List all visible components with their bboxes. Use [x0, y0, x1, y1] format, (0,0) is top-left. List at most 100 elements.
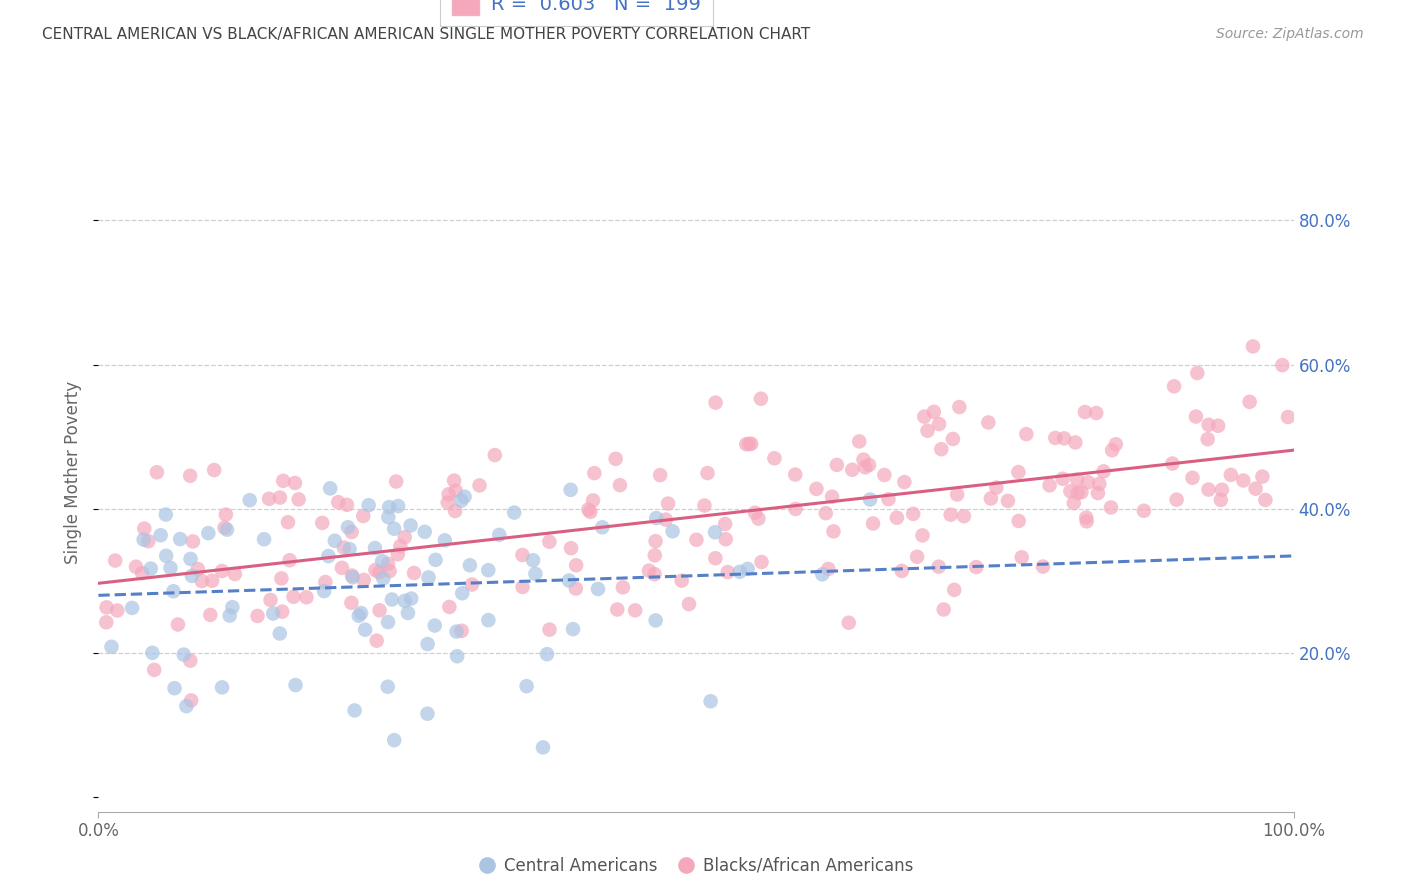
Point	[1197, 432, 1219, 446]
Point	[311, 516, 333, 530]
Point	[444, 483, 467, 498]
Point	[378, 564, 401, 578]
Point	[1181, 471, 1204, 485]
Point	[215, 523, 238, 537]
Point	[1066, 473, 1088, 487]
Point	[333, 541, 356, 555]
Point	[1045, 431, 1067, 445]
Point	[418, 570, 440, 584]
Point	[1015, 427, 1038, 442]
Point	[538, 534, 561, 549]
Point	[257, 491, 280, 506]
Point	[704, 395, 727, 409]
Point	[986, 481, 1008, 495]
Point	[877, 492, 900, 507]
Point	[606, 602, 628, 616]
Point	[763, 451, 786, 466]
Point	[96, 600, 118, 615]
Point	[735, 437, 758, 451]
Point	[336, 498, 359, 512]
Text: CENTRAL AMERICAN VS BLACK/AFRICAN AMERICAN SINGLE MOTHER POVERTY CORRELATION CHA: CENTRAL AMERICAN VS BLACK/AFRICAN AMERIC…	[42, 27, 810, 42]
Point	[671, 574, 693, 588]
Point	[928, 559, 950, 574]
Point	[143, 663, 166, 677]
Point	[159, 561, 181, 575]
Point	[693, 499, 716, 513]
Point	[817, 562, 839, 576]
Point	[336, 520, 359, 534]
Point	[366, 633, 388, 648]
Point	[591, 520, 613, 534]
Point	[357, 498, 380, 512]
Point	[1206, 418, 1229, 433]
Point	[394, 530, 416, 544]
Point	[1032, 559, 1054, 574]
Point	[461, 577, 484, 591]
Point	[1198, 417, 1220, 432]
Point	[1070, 485, 1092, 500]
Point	[747, 511, 769, 525]
Point	[339, 542, 361, 557]
Point	[1254, 492, 1277, 507]
Point	[389, 539, 412, 553]
Point	[650, 468, 672, 483]
Point	[239, 493, 262, 508]
Point	[271, 474, 294, 488]
Point	[946, 487, 969, 501]
Point	[399, 518, 422, 533]
Point	[269, 491, 291, 505]
Point	[187, 562, 209, 576]
Point	[259, 593, 281, 607]
Point	[1039, 478, 1062, 492]
Point	[382, 522, 405, 536]
Point	[785, 502, 807, 516]
Point	[538, 623, 561, 637]
Point	[451, 586, 474, 600]
Point	[1209, 492, 1232, 507]
Point	[364, 563, 387, 577]
Point	[1085, 406, 1108, 420]
Point	[785, 467, 807, 482]
Point	[439, 599, 461, 614]
Point	[1099, 500, 1122, 515]
Point	[704, 525, 727, 540]
Point	[221, 600, 243, 615]
Point	[373, 571, 395, 585]
Point	[928, 417, 950, 431]
Point	[139, 561, 162, 575]
Point	[132, 533, 155, 547]
Point	[1251, 469, 1274, 483]
Point	[562, 622, 585, 636]
Point	[749, 392, 772, 406]
Point	[105, 603, 128, 617]
Point	[352, 509, 374, 524]
Point	[644, 549, 666, 563]
Point	[586, 582, 609, 596]
Point	[402, 566, 425, 580]
Point	[377, 615, 399, 629]
Point	[314, 584, 336, 599]
Point	[477, 613, 499, 627]
Point	[838, 615, 860, 630]
Point	[443, 474, 465, 488]
Point	[173, 648, 195, 662]
Point	[347, 608, 370, 623]
Point	[1187, 366, 1209, 380]
Point	[141, 646, 163, 660]
Point	[886, 510, 908, 524]
Point	[104, 553, 127, 567]
Point	[638, 564, 661, 578]
Point	[387, 547, 409, 561]
Point	[416, 706, 439, 721]
Point	[453, 490, 475, 504]
Point	[1011, 550, 1033, 565]
Point	[437, 487, 460, 501]
Point	[1064, 435, 1087, 450]
Point	[1067, 486, 1090, 500]
Point	[1053, 431, 1076, 445]
Point	[980, 491, 1002, 506]
Point	[444, 504, 467, 518]
Point	[512, 580, 534, 594]
Point	[385, 475, 408, 489]
Point	[399, 591, 422, 606]
